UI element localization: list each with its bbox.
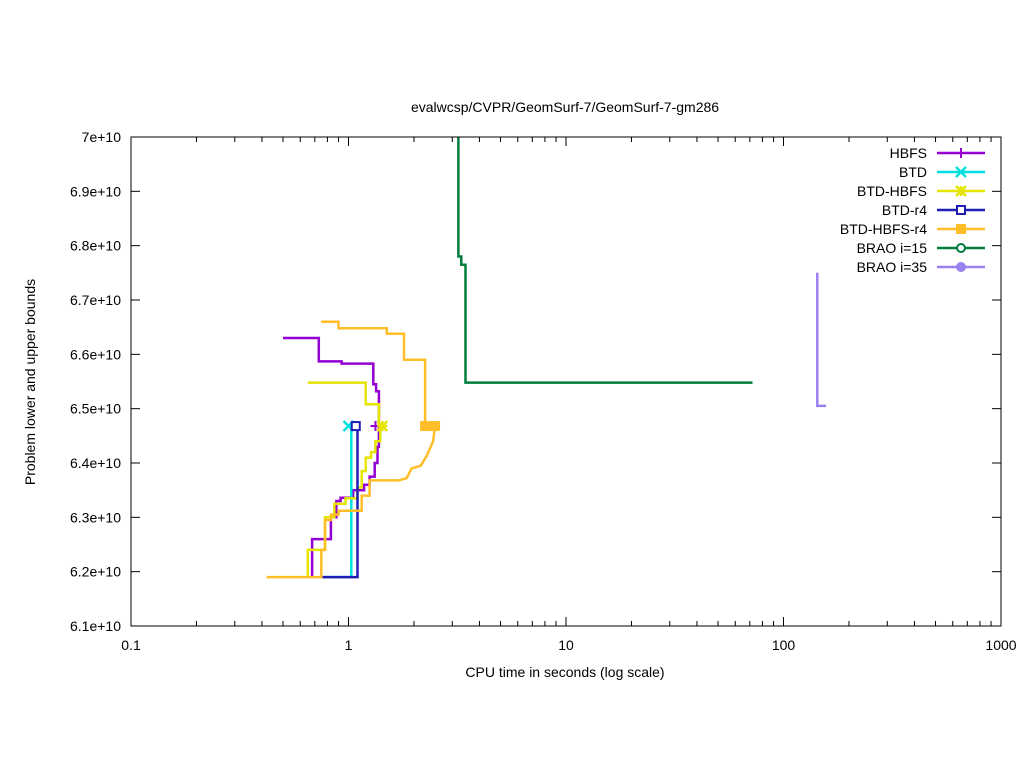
y-tick-label-6-5e-10: 6.5e+10 (70, 401, 121, 417)
legend-marker-btd-r4 (956, 205, 966, 215)
series-btd-r4 (321, 421, 361, 579)
legend-marker-brao-i-35 (956, 262, 966, 272)
y-tick-label-6-2e-10: 6.2e+10 (70, 564, 121, 580)
x-tick-label-1000: 1000 (985, 637, 1016, 653)
legend-item-btd-hbfs-r4: BTD-HBFS-r4 (840, 221, 985, 237)
legend-marker-btd-hbfs (955, 185, 967, 197)
legend-label-btd-hbfs: BTD-HBFS (857, 183, 927, 199)
legend-label-btd: BTD (899, 164, 927, 180)
series-btd-r4-line-1 (321, 426, 359, 579)
y-axis-label: Problem lower and upper bounds (22, 279, 38, 485)
series-brao-i-35 (816, 272, 827, 408)
series-btd-r4-point-1 (350, 421, 361, 432)
y-tick-label-6-7e-10: 6.7e+10 (70, 292, 121, 308)
series-btd-hbfs-point-1 (376, 420, 389, 432)
legend-label-btd-r4: BTD-r4 (882, 202, 927, 218)
legend-item-btd-hbfs: BTD-HBFS (857, 183, 985, 199)
x-tick-label-100: 100 (772, 637, 796, 653)
legend-item-btd: BTD (899, 164, 985, 180)
legend: HBFS BTD BTD-HBFS BTD-r4 BTD-HBFS-r4 BRAO i=1… (840, 145, 985, 275)
series-btd-hbfs-r4-line-2 (266, 425, 437, 579)
legend-label-brao-i-35: BRAO i=35 (857, 259, 928, 275)
x-tick-label-0-1: 0.1 (121, 637, 141, 653)
legend-marker-btd-hbfs-r4 (956, 224, 966, 234)
series-brao-i-35-line-1 (816, 272, 827, 408)
legend-label-brao-i-15: BRAO i=15 (857, 240, 928, 256)
legend-marker-hbfs (956, 148, 966, 158)
legend-label-hbfs: HBFS (890, 145, 927, 161)
series-brao-i-15-line-1 (457, 137, 753, 384)
legend-item-hbfs: HBFS (890, 145, 985, 161)
legend-item-brao-i-15: BRAO i=15 (857, 240, 985, 256)
legend-item-btd-r4: BTD-r4 (882, 202, 985, 218)
y-tick-label-6-8e-10: 6.8e+10 (70, 238, 121, 254)
y-tick-label-7e-10: 7e+10 (82, 129, 122, 145)
series-btd-hbfs-line-1 (307, 381, 381, 427)
series-btd-hbfs-line-2 (306, 426, 382, 578)
legend-marker-brao-i-15 (956, 243, 966, 253)
series-layer (266, 137, 827, 579)
legend-marker-btd (955, 166, 967, 178)
x-tick-label-10: 10 (558, 637, 574, 653)
series-btd-hbfs (306, 381, 389, 578)
y-tick-label-6-4e-10: 6.4e+10 (70, 455, 121, 471)
y-tick-label-6-3e-10: 6.3e+10 (70, 509, 121, 525)
chart-title: evalwcsp/CVPR/GeomSurf-7/GeomSurf-7-gm28… (411, 99, 719, 115)
series-btd-hbfs-r4-point-2 (430, 421, 441, 432)
legend-item-brao-i-35: BRAO i=35 (857, 259, 985, 275)
y-tick-label-6-9e-10: 6.9e+10 (70, 183, 121, 199)
series-btd-hbfs-r4 (266, 320, 441, 579)
y-tick-label-6-1e-10: 6.1e+10 (70, 618, 121, 634)
series-btd-hbfs-r4-line-1 (321, 320, 427, 427)
series-hbfs-line-1 (283, 336, 381, 425)
series-btd-hbfs-r4-point-1 (420, 421, 431, 432)
x-tick-label-1: 1 (345, 637, 353, 653)
x-axis-label: CPU time in seconds (log scale) (465, 664, 664, 680)
legend-label-btd-hbfs-r4: BTD-HBFS-r4 (840, 221, 927, 237)
ticks-layer: 0.1 1 10 100 1000 6.1e+10 6.2e+10 6.3e+10 6.4e+1… (70, 129, 1017, 653)
series-brao-i-15 (457, 137, 753, 384)
y-tick-label-6-6e-10: 6.6e+10 (70, 346, 121, 362)
